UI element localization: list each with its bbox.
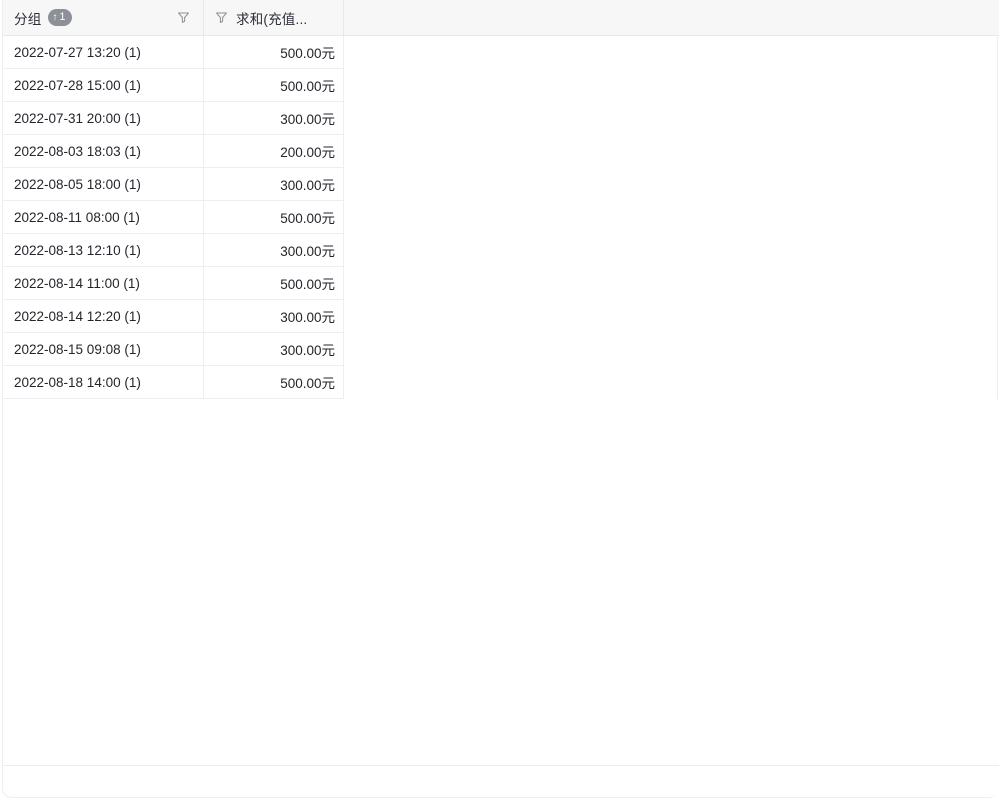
table-row[interactable]: 2022-08-18 14:00 (1) 500.00元	[3, 366, 344, 399]
cell-group[interactable]: 2022-07-27 13:20 (1)	[3, 36, 204, 68]
cell-group[interactable]: 2022-08-03 18:03 (1)	[3, 135, 204, 167]
column-header-group[interactable]: 分组 ↑ 1	[3, 0, 204, 35]
table-row[interactable]: 2022-08-14 11:00 (1) 500.00元	[3, 267, 344, 300]
cell-group[interactable]: 2022-07-31 20:00 (1)	[3, 102, 204, 134]
cell-group[interactable]: 2022-08-05 18:00 (1)	[3, 168, 204, 200]
table-row[interactable]: 2022-08-05 18:00 (1) 300.00元	[3, 168, 344, 201]
sort-order-count: 1	[59, 11, 66, 23]
table-row[interactable]: 2022-08-15 09:08 (1) 300.00元	[3, 333, 344, 366]
table-header-row: 分组 ↑ 1 求和(充值...	[3, 0, 999, 36]
table-row[interactable]: 2022-07-27 13:20 (1) 500.00元	[3, 36, 344, 69]
empty-canvas-area	[3, 399, 999, 765]
filter-icon[interactable]	[215, 11, 228, 24]
cell-group[interactable]: 2022-07-28 15:00 (1)	[3, 69, 204, 101]
table-body: 2022-07-27 13:20 (1) 500.00元 2022-07-28 15…	[3, 36, 344, 399]
cell-group[interactable]: 2022-08-18 14:00 (1)	[3, 366, 204, 398]
cell-group[interactable]: 2022-08-15 09:08 (1)	[3, 333, 204, 365]
sort-ascending-icon: ↑	[52, 11, 58, 23]
cell-group[interactable]: 2022-08-14 11:00 (1)	[3, 267, 204, 299]
cell-sum[interactable]: 500.00元	[204, 36, 344, 68]
cell-group[interactable]: 2022-08-13 12:10 (1)	[3, 234, 204, 266]
cell-sum[interactable]: 300.00元	[204, 168, 344, 200]
sort-order-badge[interactable]: ↑ 1	[48, 9, 72, 26]
cell-sum[interactable]: 500.00元	[204, 267, 344, 299]
cell-sum[interactable]: 500.00元	[204, 201, 344, 233]
cell-sum[interactable]: 500.00元	[204, 69, 344, 101]
column-header-sum[interactable]: 求和(充值...	[204, 0, 344, 35]
table-row[interactable]: 2022-08-14 12:20 (1) 300.00元	[3, 300, 344, 333]
table-row[interactable]: 2022-08-11 08:00 (1) 500.00元	[3, 201, 344, 234]
footer-bar	[3, 766, 999, 797]
table-row[interactable]: 2022-07-31 20:00 (1) 300.00元	[3, 102, 344, 135]
cell-sum[interactable]: 300.00元	[204, 102, 344, 134]
cell-sum[interactable]: 500.00元	[204, 366, 344, 398]
column-header-sum-label: 求和(充值...	[236, 11, 308, 27]
column-header-group-label: 分组	[14, 11, 42, 27]
cell-group[interactable]: 2022-08-14 12:20 (1)	[3, 300, 204, 332]
filter-icon[interactable]	[177, 11, 190, 24]
cell-group[interactable]: 2022-08-11 08:00 (1)	[3, 201, 204, 233]
table-row[interactable]: 2022-07-28 15:00 (1) 500.00元	[3, 69, 344, 102]
cell-sum[interactable]: 300.00元	[204, 300, 344, 332]
cell-sum[interactable]: 200.00元	[204, 135, 344, 167]
cell-sum[interactable]: 300.00元	[204, 234, 344, 266]
table-row[interactable]: 2022-08-13 12:10 (1) 300.00元	[3, 234, 344, 267]
footer-divider	[3, 765, 999, 766]
cell-sum[interactable]: 300.00元	[204, 333, 344, 365]
header-empty-area	[344, 0, 999, 35]
table-row[interactable]: 2022-08-03 18:03 (1) 200.00元	[3, 135, 344, 168]
